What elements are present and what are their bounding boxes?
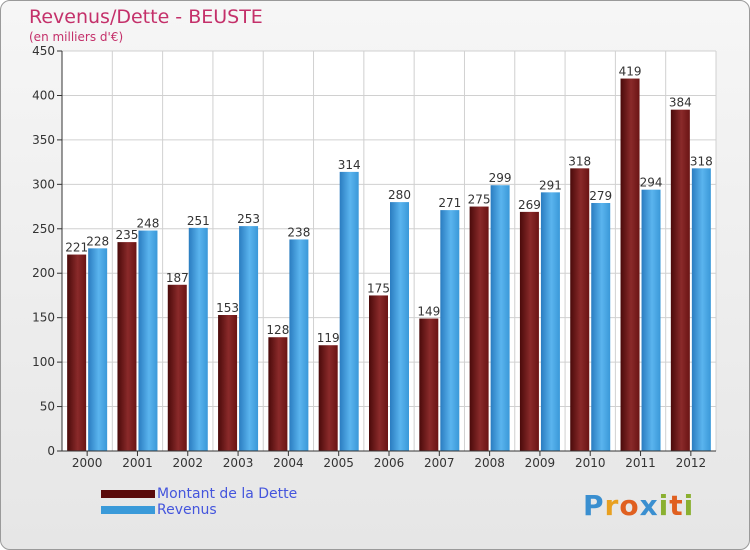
bar-dette <box>218 315 238 451</box>
proxiti-logo: Proxiti <box>583 489 695 522</box>
bar-dette <box>318 345 338 451</box>
plot-area <box>62 51 716 451</box>
bar-revenus <box>188 227 208 451</box>
bar-revenus <box>641 189 661 451</box>
data-label-revenus: 280 <box>388 188 411 202</box>
y-tick-label: 150 <box>32 311 55 325</box>
y-tick-label: 0 <box>47 444 55 458</box>
axis-layer: 0 50 100 150 200 250 300 350 400 450 2000 2001 2002 2… <box>32 44 716 470</box>
bar-revenus <box>339 171 359 451</box>
grid-layer <box>61 50 717 452</box>
x-tick-label: 2010 <box>575 456 606 470</box>
y-tick-label: 400 <box>32 88 55 102</box>
bar-dette <box>620 78 640 452</box>
y-tick-label: 100 <box>32 355 55 369</box>
x-tick-label: 2007 <box>424 456 455 470</box>
data-label-dette: 419 <box>619 65 642 79</box>
data-label-revenus: 279 <box>589 189 612 203</box>
legend-swatch-debt <box>101 490 155 498</box>
x-tick-label: 2011 <box>625 456 656 470</box>
legend-label-revenus: Revenus <box>157 502 217 518</box>
data-label-dette: 235 <box>116 228 139 242</box>
x-tick-label: 2000 <box>72 456 103 470</box>
data-label-revenus: 248 <box>137 217 160 231</box>
x-tick-label: 2005 <box>323 456 354 470</box>
bar-dette <box>167 284 187 451</box>
data-label-revenus: 294 <box>640 176 663 190</box>
data-label-dette: 221 <box>65 241 88 255</box>
data-label-revenus: 238 <box>287 225 310 239</box>
x-tick-label: 2001 <box>122 456 153 470</box>
data-label-revenus: 228 <box>86 234 109 248</box>
data-label-dette: 269 <box>518 198 541 212</box>
data-label-dette: 149 <box>417 305 440 319</box>
legend-swatch-revenus <box>101 506 155 514</box>
bar-dette <box>117 242 137 451</box>
data-label-dette: 275 <box>468 193 491 207</box>
bar-dette <box>268 337 288 451</box>
bar-dette <box>67 254 87 451</box>
y-tick-label: 200 <box>32 266 55 280</box>
data-label-revenus: 299 <box>489 171 512 185</box>
data-label-dette: 119 <box>317 331 340 345</box>
data-label-dette: 153 <box>216 301 239 315</box>
bar-dette <box>519 211 539 451</box>
bar-dette <box>469 206 489 451</box>
y-tick-label: 50 <box>40 400 55 414</box>
y-tick-label: 250 <box>32 222 55 236</box>
data-label-revenus: 253 <box>237 212 260 226</box>
data-label-revenus: 318 <box>690 154 713 168</box>
data-label-revenus: 291 <box>539 178 562 192</box>
bar-dette <box>419 318 439 451</box>
y-tick-label: 300 <box>32 177 55 191</box>
x-tick-label: 2003 <box>223 456 254 470</box>
bar-revenus <box>440 210 460 451</box>
bar-dette <box>670 109 690 452</box>
bar-dette <box>570 168 590 452</box>
x-tick-label: 2008 <box>474 456 505 470</box>
data-label-revenus: 314 <box>338 158 361 172</box>
bar-revenus <box>390 202 409 451</box>
bar-dette <box>369 295 388 451</box>
data-label-revenus: 271 <box>438 196 461 210</box>
bar-revenus <box>490 185 510 451</box>
data-label-dette: 175 <box>367 281 390 295</box>
bar-revenus <box>138 230 158 451</box>
bar-revenus <box>239 226 259 451</box>
x-tick-label: 2009 <box>525 456 556 470</box>
y-tick-label: 450 <box>32 44 55 58</box>
data-label-dette: 318 <box>568 154 591 168</box>
x-tick-label: 2006 <box>374 456 405 470</box>
y-tick-label: 350 <box>32 133 55 147</box>
x-tick-label: 2004 <box>273 456 304 470</box>
data-label-dette: 384 <box>669 96 692 110</box>
x-tick-label: 2012 <box>676 456 707 470</box>
bar-revenus <box>540 192 560 452</box>
bar-revenus <box>289 239 309 451</box>
chart-title: Revenus/Dette - BEUSTE <box>29 6 263 28</box>
data-label-dette: 128 <box>266 323 289 337</box>
data-label-revenus: 251 <box>187 214 210 228</box>
legend-label-debt: Montant de la Dette <box>157 486 298 502</box>
bar-revenus <box>88 248 108 451</box>
chart-subtitle: (en milliers d'€) <box>29 30 124 44</box>
bar-revenus <box>691 168 711 452</box>
data-label-dette: 187 <box>166 271 189 285</box>
x-tick-label: 2002 <box>172 456 203 470</box>
bars-layer <box>67 78 711 452</box>
bar-revenus <box>591 203 611 451</box>
